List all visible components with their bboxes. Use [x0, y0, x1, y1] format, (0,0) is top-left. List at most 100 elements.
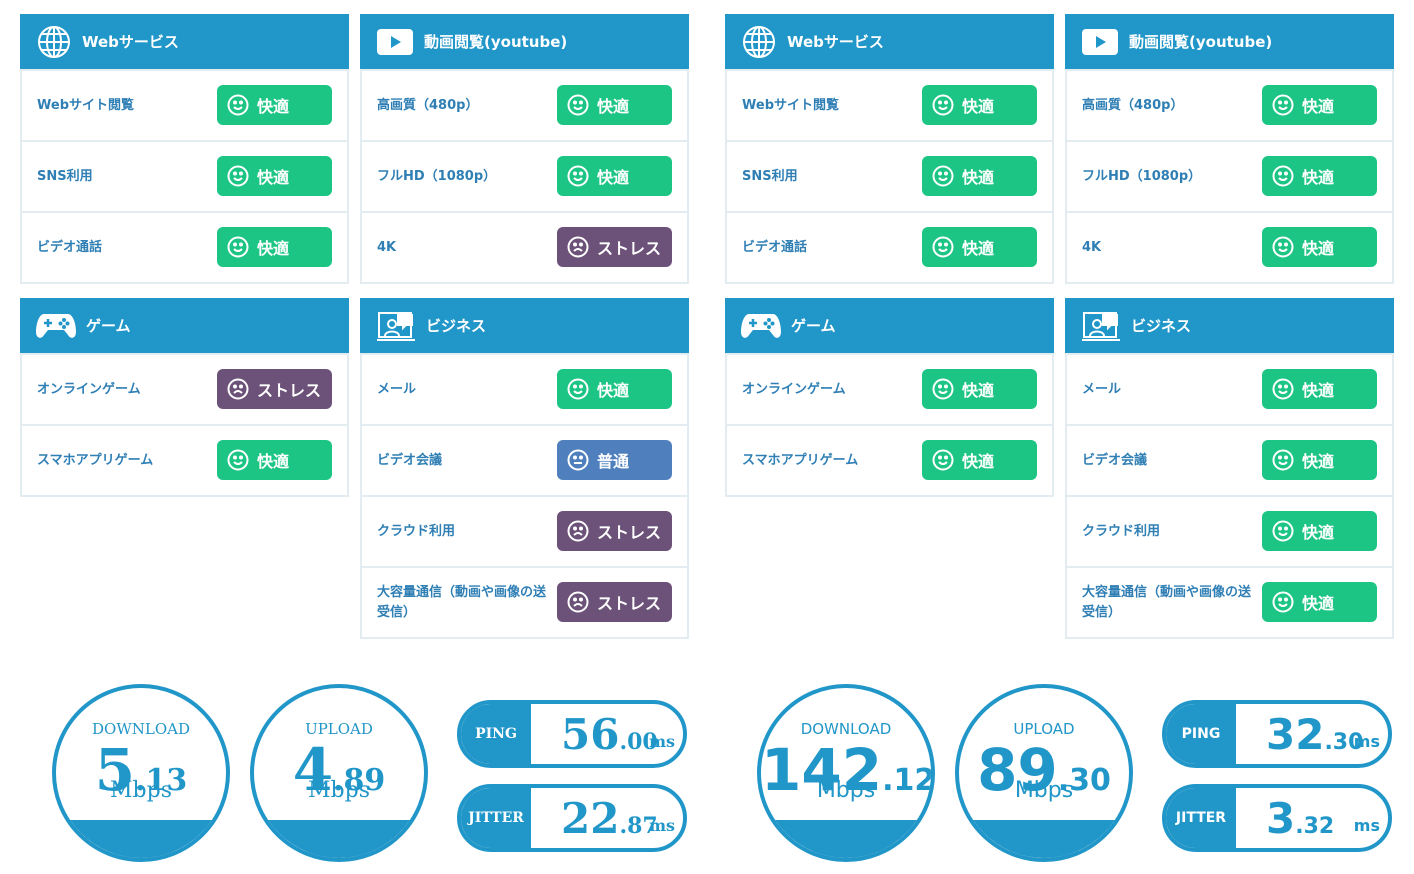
- latency-pill: PING 56.00 ms: [457, 700, 687, 768]
- category-panel: ビジネス メール 快適 ビデオ会議 普通 クラウド利用 ストレス 大容量通信（動画や画像の送受…: [360, 298, 689, 639]
- status-badge: 快適: [557, 369, 672, 409]
- value-integer: 22: [561, 794, 620, 843]
- status-badge: 快適: [1262, 511, 1377, 551]
- panel-header: ゲーム: [20, 298, 349, 353]
- gauge-unit: Mbps: [308, 778, 370, 803]
- status-text: 快適: [1302, 381, 1335, 400]
- gauge-label: UPLOAD: [1013, 720, 1075, 738]
- status-text: 快適: [597, 168, 630, 187]
- status-badge: 快適: [922, 156, 1037, 196]
- usage-row: クラウド利用 快適: [1067, 495, 1392, 566]
- usage-row: フルHD（1080p） 快適: [1067, 140, 1392, 211]
- category-panel: ゲーム オンラインゲーム 快適 スマホアプリゲーム 快適: [725, 298, 1054, 497]
- status-badge: 普通: [557, 440, 672, 480]
- usage-row: ビデオ通話 快適: [727, 211, 1052, 282]
- status-text: 快適: [962, 381, 995, 400]
- panel-title: ビジネス: [1131, 317, 1192, 335]
- status-text: 快適: [257, 168, 290, 187]
- status-badge: 快適: [557, 85, 672, 125]
- status-badge: 快適: [922, 369, 1037, 409]
- usage-label: オンラインゲーム: [742, 381, 846, 397]
- pill-value: 3.32: [1266, 794, 1334, 843]
- gauge-label: DOWNLOAD: [800, 720, 892, 738]
- value-integer: 3: [1266, 794, 1296, 843]
- usage-label: SNS利用: [37, 168, 93, 184]
- gauge-value: 142.12: [761, 736, 931, 804]
- speed-gauge: DOWNLOAD 142.12 Mbps: [757, 684, 935, 862]
- status-text: 快適: [1302, 97, 1335, 116]
- usage-row: Webサイト閲覧 快適: [22, 69, 347, 140]
- status-badge: ストレス: [557, 582, 672, 622]
- usage-label: オンラインゲーム: [37, 381, 141, 397]
- usage-label: クラウド利用: [1082, 523, 1161, 539]
- status-badge: 快適: [1262, 156, 1377, 196]
- usage-label: フルHD（1080p）: [1082, 168, 1202, 184]
- status-badge: 快適: [1262, 227, 1377, 267]
- speed-gauge: UPLOAD 4.89 Mbps: [250, 684, 428, 862]
- status-text: 快適: [597, 381, 630, 400]
- value-decimal: .30: [1324, 730, 1364, 755]
- value-decimal: .89: [333, 763, 386, 798]
- usage-row: スマホアプリゲーム 快適: [22, 424, 347, 495]
- category-panel: Webサービス Webサイト閲覧 快適 SNS利用 快適 ビデオ通話 快適: [725, 14, 1054, 284]
- usage-row: 4K ストレス: [362, 211, 687, 282]
- pill-value: 32.30: [1266, 710, 1363, 759]
- panel-header: 動画閲覧(youtube): [1065, 14, 1394, 69]
- panel-header: Webサービス: [20, 14, 349, 69]
- usage-row: SNS利用 快適: [22, 140, 347, 211]
- value-decimal: .00: [619, 729, 658, 755]
- status-text: 快適: [962, 239, 995, 258]
- pill-unit: ms: [1353, 732, 1380, 751]
- gauge-unit: Mbps: [1014, 778, 1074, 803]
- status-text: 快適: [1302, 168, 1335, 187]
- gauge-value: 4.89: [254, 736, 424, 804]
- panel-title: ゲーム: [86, 317, 131, 335]
- gauge-label: DOWNLOAD: [92, 720, 190, 738]
- latency-pill: JITTER 22.87 ms: [457, 784, 687, 852]
- gauge-unit: Mbps: [816, 778, 876, 803]
- status-text: 快適: [257, 239, 290, 258]
- category-panel: ゲームオンラインゲーム ストレススマホアプリゲーム 快適: [20, 298, 349, 497]
- usage-row: 高画質（480p） 快適: [1067, 69, 1392, 140]
- status-badge: 快適: [557, 156, 672, 196]
- panel-header: ゲーム: [725, 298, 1054, 353]
- usage-row: メール 快適: [362, 353, 687, 424]
- gauge-value: 5.13: [56, 736, 226, 804]
- usage-row: 大容量通信（動画や画像の送受信） 快適: [1067, 566, 1392, 637]
- status-badge: ストレス: [557, 227, 672, 267]
- gauge-fill: [761, 820, 931, 858]
- usage-label: ビデオ会議: [1082, 452, 1148, 468]
- status-text: 快適: [257, 452, 290, 471]
- status-text: 快適: [962, 452, 995, 471]
- panel-title: Webサービス: [82, 33, 179, 51]
- value-decimal: .30: [1057, 763, 1111, 798]
- usage-row: メール 快適: [1067, 353, 1392, 424]
- pill-value: 22.87: [561, 794, 658, 843]
- value-integer: 89: [977, 736, 1058, 804]
- usage-row: 4K 快適: [1067, 211, 1392, 282]
- status-badge: 快適: [217, 156, 332, 196]
- usage-label: スマホアプリゲーム: [37, 452, 154, 468]
- usage-label: ビデオ通話: [742, 239, 808, 255]
- status-text: 快適: [962, 168, 995, 187]
- latency-pill: JITTER 3.32 ms: [1162, 784, 1392, 852]
- usage-label: SNS利用: [742, 168, 798, 184]
- status-badge: ストレス: [557, 511, 672, 551]
- category-panel: 動画閲覧(youtube) 高画質（480p） 快適フルHD（1080p） 快適 4K 快…: [1065, 14, 1394, 284]
- value-decimal: .32: [1295, 814, 1335, 839]
- status-badge: 快適: [1262, 582, 1377, 622]
- usage-row: オンラインゲーム ストレス: [22, 353, 347, 424]
- status-text: ストレス: [257, 381, 322, 400]
- pill-value: 56.00: [561, 710, 658, 759]
- usage-label: ビデオ会議: [377, 452, 443, 468]
- usage-label: 高画質（480p）: [377, 97, 479, 113]
- usage-label: 4K: [1082, 239, 1102, 255]
- status-text: 快適: [257, 97, 290, 116]
- status-badge: 快適: [922, 85, 1037, 125]
- value-integer: 142: [761, 736, 883, 804]
- panel-title: ゲーム: [791, 317, 836, 335]
- status-text: 快適: [1302, 523, 1335, 542]
- status-text: 快適: [1302, 594, 1335, 613]
- gauge-fill: [56, 820, 226, 858]
- status-badge: 快適: [217, 227, 332, 267]
